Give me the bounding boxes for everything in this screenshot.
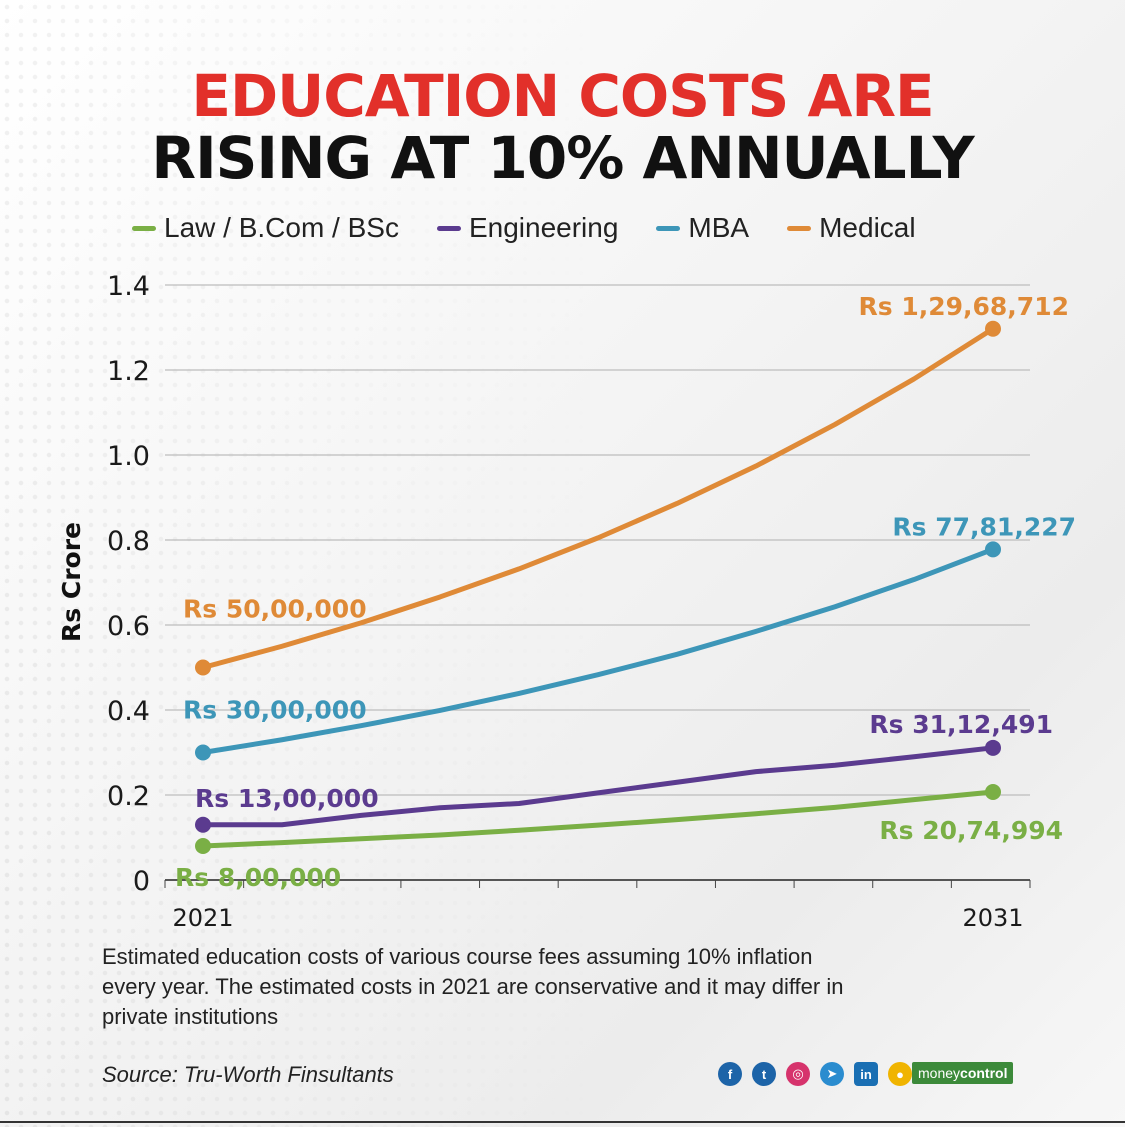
legend-item-medical: Medical — [787, 212, 916, 244]
y-axis-title: Rs Crore — [57, 522, 86, 642]
chart-caption: Estimated education costs of various cou… — [102, 944, 844, 1029]
y-tick-label: 1.2 — [107, 356, 150, 387]
x-tick-label: 2031 — [962, 904, 1023, 932]
end-point-engineering — [985, 739, 1001, 756]
telegram-icon[interactable]: ➤ — [820, 1062, 844, 1086]
legend-swatch-law — [132, 225, 156, 231]
y-tick-label: 0.8 — [107, 526, 150, 557]
twitter-icon[interactable]: t — [752, 1062, 776, 1086]
y-tick-label: 0.4 — [107, 696, 150, 727]
start-label-law: Rs 8,00,000 — [175, 863, 341, 892]
social-icons: f t ◎ ➤ in ● — [718, 1062, 912, 1086]
legend-item-engineering: Engineering — [436, 212, 619, 244]
legend-label-engineering: Engineering — [468, 212, 619, 243]
end-point-mba — [985, 541, 1001, 558]
linkedin-icon[interactable]: in — [854, 1062, 878, 1086]
legend-swatch-medical — [787, 225, 812, 231]
moneycontrol-logo: moneycontrol — [912, 1062, 1014, 1084]
end-label-medical: Rs 1,29,68,712 — [859, 292, 1070, 321]
instagram-icon[interactable]: ◎ — [786, 1062, 810, 1086]
x-tick-label: 2021 — [172, 904, 233, 932]
legend-swatch-mba — [656, 225, 681, 231]
legend-label-medical: Medical — [819, 212, 916, 243]
end-point-medical — [985, 320, 1001, 337]
facebook-icon[interactable]: f — [718, 1062, 742, 1086]
legend-swatch-engineering — [436, 225, 461, 231]
y-tick-label: 1.0 — [107, 441, 150, 472]
start-point-mba — [195, 744, 211, 761]
series-line-engineering — [200, 745, 996, 828]
series-line-mba — [200, 546, 996, 755]
y-tick-label: 0.2 — [107, 781, 150, 812]
legend-label-law: Law / B.Com / BSc — [164, 212, 399, 243]
series-line-law — [200, 789, 996, 849]
legend-item-mba: MBA — [656, 212, 749, 244]
end-point-law — [985, 784, 1001, 801]
legend-item-law: Law / B.Com / BSc — [132, 212, 399, 244]
y-tick-label: 0.6 — [107, 611, 150, 642]
legend-label-mba: MBA — [688, 212, 750, 243]
koo-icon[interactable]: ● — [888, 1062, 912, 1086]
start-point-medical — [195, 659, 211, 676]
title-line-1: EDUCATION COSTS ARE — [191, 62, 934, 130]
y-tick-label: 0 — [133, 866, 150, 897]
start-label-engineering: Rs 13,00,000 — [195, 784, 379, 813]
title-line-2: RISING AT 10% ANNUALLY — [151, 124, 974, 192]
start-label-mba: Rs 30,00,000 — [183, 696, 367, 725]
y-tick-label: 1.4 — [107, 271, 150, 302]
start-point-engineering — [195, 816, 211, 833]
end-label-mba: Rs 77,81,227 — [892, 512, 1076, 541]
source-credit: Source: Tru-Worth Finsultants — [102, 1062, 394, 1087]
start-label-medical: Rs 50,00,000 — [183, 595, 367, 624]
bottom-rule — [0, 1121, 1125, 1123]
start-point-law — [195, 838, 211, 854]
end-label-law: Rs 20,74,994 — [879, 816, 1063, 845]
series-line-medical — [200, 326, 996, 670]
end-label-engineering: Rs 31,12,491 — [869, 710, 1053, 739]
chart-legend: Law / B.Com / BSc Engineering MBA Medica… — [132, 212, 916, 244]
